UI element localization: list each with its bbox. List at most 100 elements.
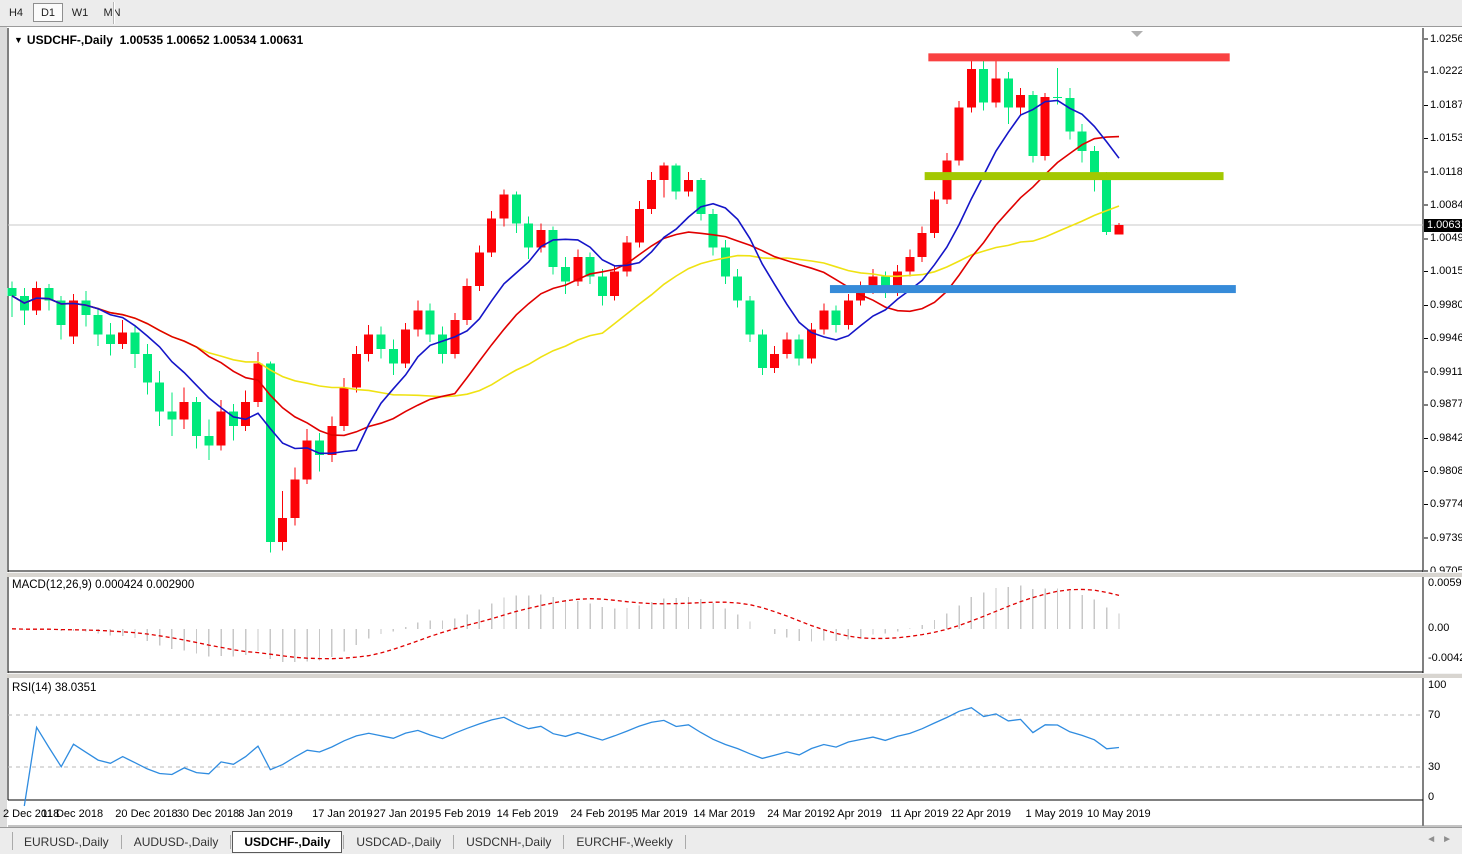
timeframe-button-mn[interactable]: MN [103, 7, 121, 19]
candle[interactable] [1077, 131, 1087, 151]
tab-scroll-left-icon[interactable]: ◄ [1426, 834, 1443, 845]
candles[interactable] [7, 57, 1124, 553]
candle[interactable] [1003, 78, 1013, 108]
candle[interactable] [733, 276, 743, 301]
timeframe-button-w1[interactable]: W1 [71, 7, 89, 19]
candle[interactable] [1040, 96, 1050, 156]
candle[interactable] [610, 271, 620, 296]
candle[interactable] [81, 300, 91, 316]
candle[interactable] [290, 479, 300, 518]
candle[interactable] [770, 353, 780, 369]
candle[interactable] [930, 199, 939, 234]
candle[interactable] [757, 334, 767, 369]
candle[interactable] [56, 300, 66, 325]
candle[interactable] [388, 348, 398, 364]
candle[interactable] [93, 315, 103, 335]
candle[interactable] [745, 300, 755, 335]
candle[interactable] [1089, 151, 1099, 176]
candle[interactable] [794, 339, 804, 359]
candle[interactable] [487, 218, 497, 253]
candle[interactable] [979, 68, 989, 103]
candle[interactable] [413, 310, 423, 330]
candle[interactable] [474, 252, 484, 287]
candle[interactable] [32, 288, 42, 311]
candle[interactable] [179, 402, 189, 420]
candle[interactable] [831, 310, 841, 325]
candle[interactable] [954, 107, 964, 161]
candle[interactable] [696, 179, 706, 214]
candle[interactable] [376, 334, 386, 349]
candle[interactable] [130, 332, 140, 354]
candle[interactable] [7, 288, 17, 296]
candle[interactable] [216, 411, 226, 446]
candle[interactable] [364, 334, 374, 354]
candle[interactable] [819, 310, 829, 330]
candle[interactable] [339, 387, 349, 427]
candle[interactable] [438, 334, 447, 354]
candle[interactable] [524, 223, 534, 248]
candle[interactable] [192, 402, 201, 436]
candle[interactable] [843, 300, 853, 325]
candle[interactable] [1053, 96, 1062, 99]
candle[interactable] [241, 402, 251, 427]
tab-eurusd-daily[interactable]: EURUSD-,Daily [24, 834, 109, 849]
candle[interactable] [893, 271, 903, 291]
candle[interactable] [511, 194, 521, 224]
candle[interactable] [720, 247, 730, 277]
candle[interactable] [647, 179, 657, 209]
support-line-blue[interactable] [829, 285, 1236, 294]
candle[interactable] [105, 334, 115, 345]
candle[interactable] [684, 179, 693, 192]
tab-audusd-daily[interactable]: AUDUSD-,Daily [133, 834, 219, 849]
collapse-triangle-icon[interactable]: ▼ [14, 35, 23, 45]
candle[interactable] [966, 68, 976, 108]
candle[interactable] [327, 426, 337, 456]
candle[interactable] [253, 363, 263, 403]
panel-splitter-macd[interactable] [7, 572, 1462, 577]
panel-splitter-rsi[interactable] [7, 673, 1462, 678]
candle[interactable] [597, 276, 607, 296]
timeframe-button-d1[interactable]: D1 [33, 3, 63, 22]
candle[interactable] [142, 353, 152, 383]
chart-shift-marker[interactable] [1131, 31, 1143, 37]
candle[interactable] [302, 440, 312, 480]
candle[interactable] [278, 517, 288, 543]
candle[interactable] [401, 329, 411, 364]
tab-usdcnh-daily[interactable]: USDCNH-,Daily [466, 834, 552, 849]
candle[interactable] [69, 300, 78, 337]
tab-scroll-right-icon[interactable]: ► [1442, 834, 1458, 845]
candle[interactable] [1102, 175, 1112, 233]
candle[interactable] [1065, 97, 1075, 132]
candle[interactable] [671, 165, 681, 192]
candle[interactable] [462, 286, 472, 320]
candle[interactable] [573, 257, 583, 282]
candle[interactable] [622, 242, 632, 272]
candle[interactable] [561, 266, 570, 282]
candle[interactable] [204, 435, 214, 446]
candle[interactable] [536, 230, 546, 248]
ma-medium-red[interactable] [11, 135, 1120, 437]
candle[interactable] [880, 276, 890, 291]
candle[interactable] [1028, 95, 1038, 156]
candle[interactable] [991, 78, 1001, 103]
candle[interactable] [868, 276, 878, 289]
tab-usdcad-daily[interactable]: USDCAD-,Daily [356, 834, 442, 849]
tab-usdchf-daily[interactable]: USDCHF-,Daily [232, 830, 343, 853]
candle[interactable] [425, 310, 435, 335]
candle[interactable] [782, 339, 792, 354]
candle[interactable] [44, 288, 54, 301]
candle[interactable] [155, 382, 165, 412]
candle[interactable] [905, 257, 915, 272]
candle[interactable] [708, 213, 718, 248]
candle[interactable] [167, 411, 177, 420]
ma-fast-blue[interactable] [11, 99, 1120, 455]
candle[interactable] [265, 363, 275, 543]
candle[interactable] [917, 233, 927, 258]
candle[interactable] [659, 165, 669, 180]
candle[interactable] [807, 329, 816, 359]
candle[interactable] [228, 411, 238, 427]
candle[interactable] [499, 194, 509, 219]
candle[interactable] [1114, 225, 1124, 235]
timeframe-button-h4[interactable]: H4 [8, 7, 24, 19]
